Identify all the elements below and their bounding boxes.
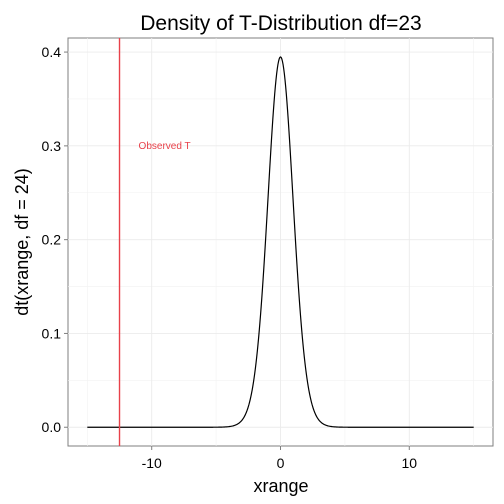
x-tick-label: -10 bbox=[142, 455, 162, 471]
y-tick-label: 0.0 bbox=[42, 419, 62, 435]
gridlines bbox=[68, 38, 493, 446]
chart-title: Density of T-Distribution df=23 bbox=[140, 12, 422, 35]
y-tick-label: 0.4 bbox=[42, 44, 62, 60]
x-axis: -10 0 10 bbox=[142, 446, 417, 471]
x-tick-label: 10 bbox=[401, 455, 417, 471]
observed-t-label: Observed T bbox=[139, 141, 191, 152]
y-tick-label: 0.1 bbox=[42, 325, 62, 341]
y-axis-title: dt(xrange, df = 24) bbox=[12, 168, 32, 316]
x-axis-title: xrange bbox=[253, 476, 308, 496]
density-curve bbox=[87, 56, 474, 428]
y-tick-label: 0.3 bbox=[42, 138, 62, 154]
y-axis: 0.0 0.1 0.2 0.3 0.4 bbox=[42, 44, 68, 435]
x-tick-label: 0 bbox=[277, 455, 285, 471]
y-tick-label: 0.2 bbox=[42, 232, 62, 248]
